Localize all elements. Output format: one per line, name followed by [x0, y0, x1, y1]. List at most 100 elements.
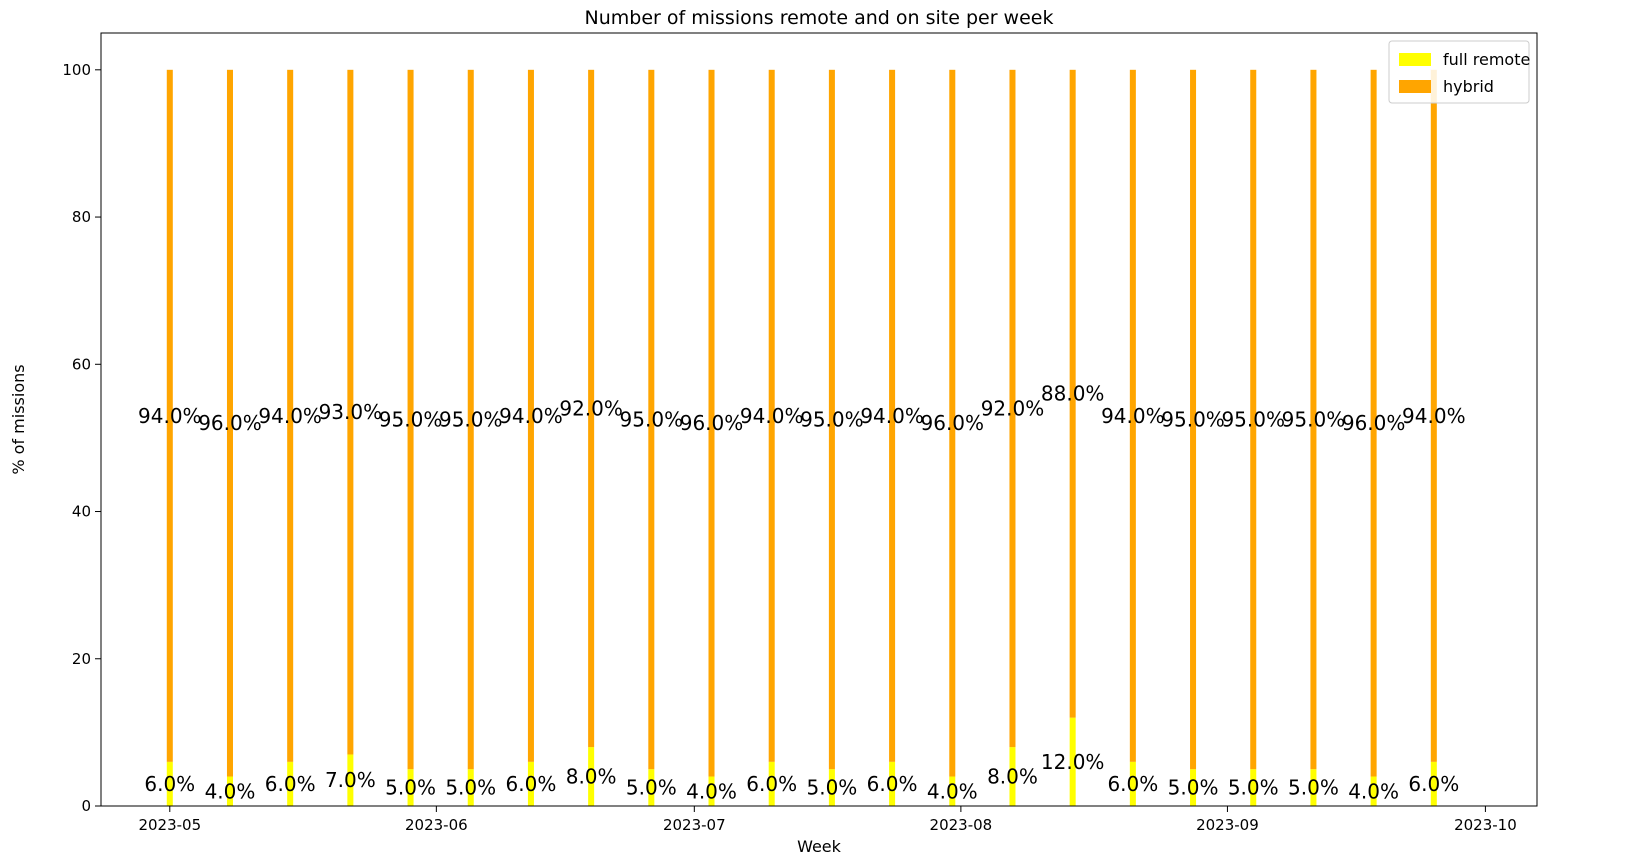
bar-hybrid — [1129, 69, 1136, 762]
data-label-full-remote: 5.0% — [806, 776, 857, 800]
data-label-full-remote: 12.0% — [1041, 750, 1105, 774]
data-label-hybrid: 94.0% — [258, 404, 322, 428]
bar-hybrid — [1190, 69, 1197, 770]
legend-swatch — [1399, 80, 1431, 93]
data-label-hybrid: 95.0% — [620, 408, 684, 432]
x-tick-label: 2023-10 — [1454, 816, 1517, 834]
bar-hybrid — [949, 69, 956, 777]
data-label-full-remote: 6.0% — [1408, 772, 1459, 796]
data-label-hybrid: 94.0% — [1101, 404, 1165, 428]
x-axis-ticks: 2023-05 2023-06 2023-07 2023-08 2023-09 2023-… — [138, 806, 1517, 834]
data-label-full-remote: 6.0% — [746, 772, 797, 796]
data-label-full-remote: 6.0% — [867, 772, 918, 796]
data-label-full-remote: 5.0% — [445, 776, 496, 800]
x-tick-label: 2023-07 — [663, 816, 726, 834]
data-label-full-remote: 8.0% — [566, 765, 617, 789]
data-label-hybrid: 96.0% — [1342, 411, 1406, 435]
data-label-hybrid: 96.0% — [680, 411, 744, 435]
bar-hybrid — [889, 69, 896, 762]
bar-hybrid — [828, 69, 835, 770]
bar-full-remote — [287, 761, 294, 806]
bar-full-remote — [407, 769, 414, 806]
bar-hybrid — [287, 69, 294, 762]
bar-hybrid — [1009, 69, 1016, 748]
data-label-full-remote: 7.0% — [325, 768, 376, 792]
bar-hybrid — [1069, 69, 1076, 718]
data-label-full-remote: 5.0% — [626, 776, 677, 800]
data-label-hybrid: 96.0% — [921, 411, 985, 435]
data-label-full-remote: 6.0% — [144, 772, 195, 796]
bar-full-remote — [1250, 769, 1257, 806]
bar-hybrid — [527, 69, 534, 762]
legend: full remote hybrid — [1388, 40, 1530, 104]
data-label-hybrid: 93.0% — [319, 400, 383, 424]
plot-frame — [100, 32, 1538, 807]
bar-full-remote — [1069, 717, 1076, 806]
data-label-hybrid: 95.0% — [439, 408, 503, 432]
bar-full-remote — [166, 761, 173, 806]
bar-hybrid — [768, 69, 775, 762]
bar-labels-group: 6.0% 94.0% 4.0% 96.0% 6.0% 94.0% 7.0% 93.0% 5.0%… — [138, 382, 1466, 804]
bar-hybrid — [407, 69, 414, 770]
bar-full-remote — [768, 761, 775, 806]
data-label-hybrid: 94.0% — [740, 404, 804, 428]
legend-label: hybrid — [1443, 77, 1494, 96]
data-label-full-remote: 6.0% — [1107, 772, 1158, 796]
bar-full-remote — [648, 769, 655, 806]
y-tick-label: 0 — [81, 797, 91, 815]
bar-full-remote — [527, 761, 534, 806]
bar-full-remote — [1430, 761, 1437, 806]
bar-full-remote — [949, 776, 956, 806]
bar-hybrid — [467, 69, 474, 770]
data-label-full-remote: 5.0% — [1288, 776, 1339, 800]
y-axis-label: % of missions — [9, 364, 28, 474]
bar-full-remote — [1129, 761, 1136, 806]
data-label-hybrid: 95.0% — [1282, 408, 1346, 432]
bar-hybrid — [1250, 69, 1257, 770]
data-label-full-remote: 5.0% — [1168, 776, 1219, 800]
bar-hybrid — [648, 69, 655, 770]
x-axis-label: Week — [797, 837, 842, 856]
y-tick-label: 20 — [72, 650, 91, 668]
bar-full-remote — [467, 769, 474, 806]
data-label-full-remote: 4.0% — [205, 779, 256, 803]
data-label-hybrid: 92.0% — [559, 396, 623, 420]
y-tick-label: 80 — [72, 208, 91, 226]
data-label-hybrid: 94.0% — [1402, 404, 1466, 428]
bar-full-remote — [1370, 776, 1377, 806]
bar-hybrid — [708, 69, 715, 777]
bar-full-remote — [1009, 747, 1016, 806]
data-label-full-remote: 8.0% — [987, 765, 1038, 789]
data-label-hybrid: 92.0% — [981, 396, 1045, 420]
x-tick-label: 2023-05 — [138, 816, 201, 834]
y-tick-label: 60 — [72, 355, 91, 373]
bar-full-remote — [347, 754, 354, 806]
data-label-full-remote: 4.0% — [927, 779, 978, 803]
bar-full-remote — [1310, 769, 1317, 806]
y-axis-ticks: 0 20 40 60 80 100 — [62, 61, 101, 815]
bar-full-remote — [828, 769, 835, 806]
bar-hybrid — [226, 69, 233, 777]
bar-hybrid — [588, 69, 595, 748]
data-label-hybrid: 94.0% — [138, 404, 202, 428]
bar-full-remote — [588, 747, 595, 806]
data-label-hybrid: 94.0% — [860, 404, 924, 428]
data-label-full-remote: 6.0% — [265, 772, 316, 796]
x-tick-label: 2023-06 — [405, 816, 468, 834]
legend-label: full remote — [1443, 50, 1530, 69]
data-label-hybrid: 96.0% — [198, 411, 262, 435]
data-label-hybrid: 88.0% — [1041, 382, 1105, 406]
y-tick-label: 100 — [62, 61, 91, 79]
data-label-full-remote: 5.0% — [385, 776, 436, 800]
legend-swatch — [1399, 53, 1431, 66]
x-tick-label: 2023-08 — [930, 816, 993, 834]
data-label-hybrid: 95.0% — [1221, 408, 1285, 432]
x-tick-label: 2023-09 — [1196, 816, 1259, 834]
data-label-full-remote: 5.0% — [1228, 776, 1279, 800]
data-label-hybrid: 95.0% — [379, 408, 443, 432]
bar-hybrid — [166, 69, 173, 762]
bars-group — [166, 69, 1437, 806]
bar-hybrid — [1310, 69, 1317, 770]
